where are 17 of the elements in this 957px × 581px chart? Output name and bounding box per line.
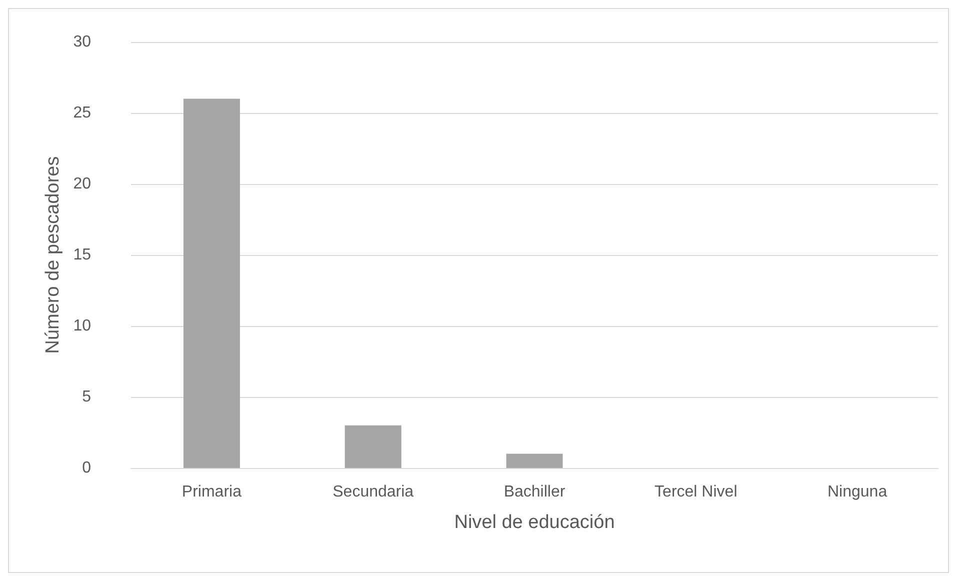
y-tick-label: 0	[82, 460, 92, 476]
x-tick-label: Primaria	[182, 484, 242, 500]
x-axis-title: Nivel de educación	[454, 512, 615, 533]
x-tick-label: Ninguna	[827, 484, 888, 500]
x-tick-label: Bachiller	[504, 484, 566, 500]
bar	[506, 454, 563, 468]
x-tick-label: Tercel Nivel	[654, 484, 738, 500]
y-axis-title: Número de pescadores	[42, 156, 64, 354]
y-tick-label: 10	[73, 318, 92, 334]
bar	[183, 98, 240, 468]
y-tick-label: 30	[73, 34, 92, 50]
y-tick-label: 15	[73, 246, 92, 264]
x-tick-label: Secundaria	[332, 484, 414, 500]
y-tick-label: 25	[73, 104, 92, 122]
y-tick-label: 20	[73, 176, 92, 192]
bar	[344, 425, 402, 468]
y-tick-label: 5	[82, 388, 92, 406]
